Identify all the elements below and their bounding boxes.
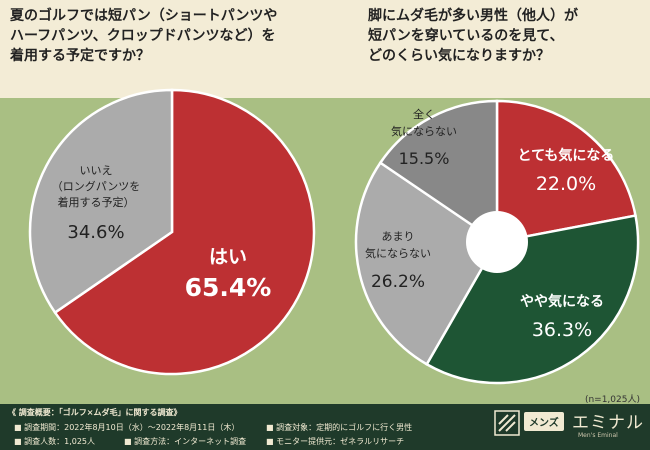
pie-2-slice-1 bbox=[425, 214, 640, 385]
slice-label-little-line1: あまり bbox=[382, 230, 415, 243]
slice-value-some: 36.3% bbox=[532, 319, 592, 341]
slice-value-none: 15.5% bbox=[399, 149, 450, 168]
slice-label-none-line1: 全く bbox=[413, 107, 435, 121]
slice-label-some: やや気になる bbox=[520, 293, 604, 310]
question-2-title: 脚にムダ毛が多い男性（他人）が 短パンを穿いているのを見て、 どのくらい気になり… bbox=[368, 8, 578, 64]
survey-method: ■ 調査方法：インターネット調査 bbox=[124, 437, 247, 446]
pie-2-slice-0 bbox=[495, 99, 637, 244]
survey-count: ■ 調査人数：1,025人 bbox=[14, 437, 96, 446]
pie-2-center-hole bbox=[466, 211, 528, 273]
pie-2-slice-2 bbox=[354, 161, 499, 366]
sample-size-note: (n=1,025人) bbox=[584, 395, 640, 405]
survey-period: ■ 調査期間：2022年8月10日（水）〜2022年8月11日（木） bbox=[14, 423, 240, 432]
question-1-title: 夏のゴルフでは短パン（ショートパンツや ハーフパンツ、クロップドパンツなど）を … bbox=[10, 8, 278, 64]
brand-mark-icon bbox=[494, 410, 520, 436]
pie-1-slice-1 bbox=[28, 88, 174, 315]
brand-pill: メンズ bbox=[524, 412, 564, 431]
slice-label-very: とても気になる bbox=[518, 147, 615, 164]
survey-monitor: ■ モニター提供元：ゼネラルリサーチ bbox=[266, 437, 405, 446]
brand-logo: メンズ エミナル Men's Eminal bbox=[494, 408, 644, 446]
pie-chart-2 bbox=[354, 99, 640, 385]
pie-chart-1 bbox=[28, 88, 316, 376]
survey-target: ■ 調査対象：定期的にゴルフに行く男性 bbox=[266, 423, 413, 432]
slice-label-yes: はい bbox=[209, 246, 247, 268]
brand-sub: Men's Eminal bbox=[578, 432, 618, 439]
slice-value-no: 34.6% bbox=[67, 222, 124, 243]
pie-1-slice-0 bbox=[53, 88, 316, 376]
header-band bbox=[0, 0, 650, 98]
pie-2-slice-3 bbox=[378, 99, 499, 245]
slice-label-none-line2: 気にならない bbox=[391, 124, 457, 138]
slice-label-no-line3: 着用する予定） bbox=[58, 195, 135, 209]
slice-label-no-line1: いいえ bbox=[80, 164, 113, 177]
survey-summary-title: 《 調査概要：「ゴルフ×ムダ毛」に関する調査》 bbox=[8, 408, 182, 417]
slice-value-yes: 65.4% bbox=[185, 273, 272, 302]
slice-value-very: 22.0% bbox=[536, 173, 596, 195]
slice-label-little-line2: 気にならない bbox=[365, 246, 431, 260]
brand-name: エミナル bbox=[572, 413, 644, 433]
slice-value-little: 26.2% bbox=[371, 272, 425, 292]
slice-label-no-line2: （ロングパンツを bbox=[52, 179, 141, 193]
